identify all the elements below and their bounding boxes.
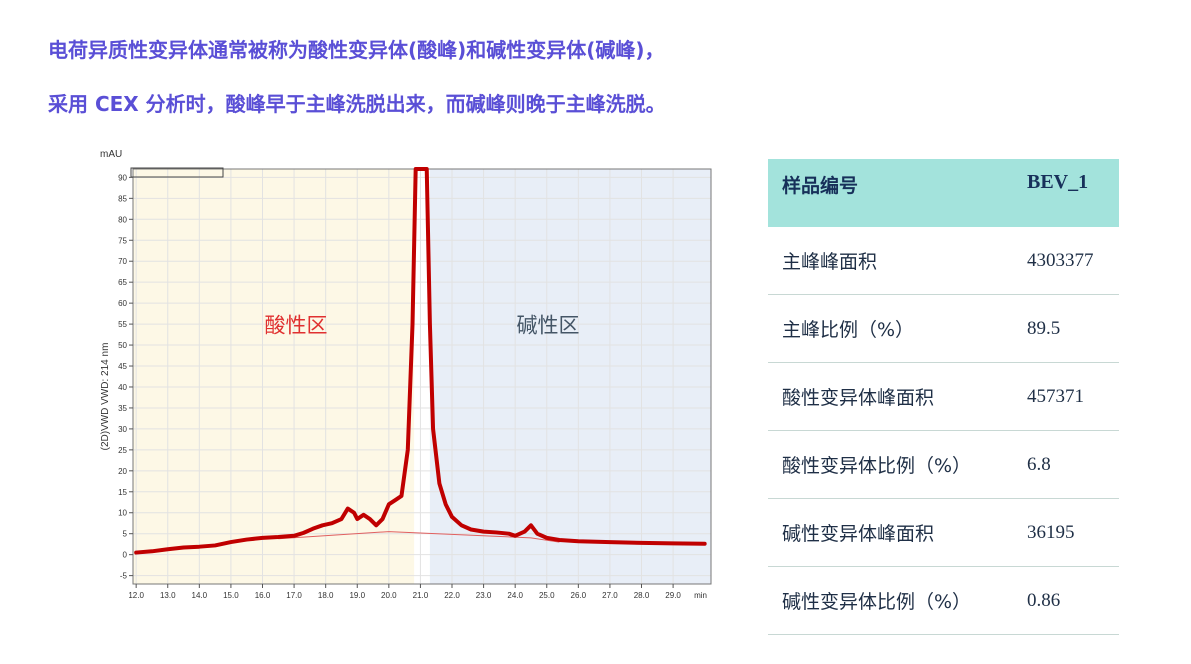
y-tick-label: 90 <box>118 173 127 182</box>
region-label-1: 碱性区 <box>516 313 579 337</box>
region-label-0: 酸性区 <box>265 313 328 337</box>
x-tick-label: 14.0 <box>192 591 208 600</box>
region-band-0 <box>133 169 415 584</box>
x-tick-label: 13.0 <box>160 591 176 600</box>
heading-line-2: 采用 CEX 分析时，酸峰早于主峰洗脱出来，而碱峰则晚于主峰洗脱。 <box>48 92 666 116</box>
x-tick-label: 22.0 <box>444 591 460 600</box>
row-value: 4303377 <box>1027 249 1094 271</box>
integration-baseline <box>278 531 560 543</box>
y-tick-label: 35 <box>118 404 127 413</box>
row-label: 酸性变异体峰面积 <box>782 387 935 409</box>
table-row: 碱性变异体比例（%） 0.86 <box>768 567 1119 635</box>
x-tick-label: 29.0 <box>665 591 681 600</box>
y-tick-label: 70 <box>118 257 127 266</box>
x-tick-label: 18.0 <box>318 591 334 600</box>
x-tick-label: 21.0 <box>413 591 429 600</box>
y-tick-label: 20 <box>118 467 127 476</box>
row-label: 酸性变异体比例（%） <box>782 455 972 477</box>
y-tick-label: -5 <box>120 572 128 581</box>
y-tick-label: 55 <box>118 320 127 329</box>
heading-line-1: 电荷异质性变异体通常被称为酸性变异体(酸峰)和碱性变异体(碱峰)， <box>48 38 665 62</box>
row-value: 0.86 <box>1027 589 1061 611</box>
x-tick-label: 25.0 <box>539 591 555 600</box>
x-axis-label: min <box>694 591 707 600</box>
row-label: 主峰峰面积 <box>782 251 878 273</box>
y-tick-label: 45 <box>118 362 127 371</box>
row-value: 89.5 <box>1027 317 1061 339</box>
x-tick-label: 27.0 <box>602 591 618 600</box>
table-row: 主峰比例（%） 89.5 <box>768 295 1119 363</box>
row-value: 6.8 <box>1027 453 1051 475</box>
x-tick-label: 23.0 <box>476 591 492 600</box>
table-header-value: BEV_1 <box>1027 171 1089 193</box>
x-tick-label: 12.0 <box>128 591 144 600</box>
y-tick-label: 80 <box>118 215 127 224</box>
x-tick-label: 20.0 <box>381 591 397 600</box>
y-tick-label: 0 <box>123 551 128 560</box>
y-tick-label: 65 <box>118 278 127 287</box>
y-tick-label: 50 <box>118 341 127 350</box>
row-label: 主峰比例（%） <box>782 319 915 341</box>
table-row: 酸性变异体比例（%） 6.8 <box>768 431 1119 499</box>
table-row: 碱性变异体峰面积 36195 <box>768 499 1119 567</box>
table-header-label: 样品编号 <box>782 175 859 197</box>
y-tick-label: 5 <box>123 530 128 539</box>
y-tick-label: 60 <box>118 299 127 308</box>
y-axis-label: (2D)VWD VWD: 214 nm <box>100 343 111 451</box>
series-line-0 <box>134 167 707 555</box>
row-value: 457371 <box>1027 385 1084 407</box>
table-header-row: 样品编号 BEV_1 <box>768 159 1119 227</box>
y-tick-label: 40 <box>118 383 127 392</box>
y-tick-label: 15 <box>118 488 127 497</box>
results-table: 样品编号 BEV_1 主峰峰面积 4303377 主峰比例（%） 89.5 酸性… <box>768 159 1119 635</box>
table-row: 酸性变异体峰面积 457371 <box>768 363 1119 431</box>
y-tick-label: 25 <box>118 446 127 455</box>
y-unit-label: mAU <box>100 149 122 160</box>
x-tick-label: 15.0 <box>223 591 239 600</box>
y-tick-label: 30 <box>118 425 127 434</box>
x-tick-label: 24.0 <box>507 591 523 600</box>
x-tick-label: 19.0 <box>349 591 365 600</box>
chromatogram-svg: -5 0 5 10 15 20 25 30 35 40 45 50 55 60 65 70 75 80 85 90 12… <box>100 149 712 600</box>
y-tick-label: 75 <box>118 236 127 245</box>
x-tick-label: 28.0 <box>634 591 650 600</box>
x-tick-label: 17.0 <box>286 591 302 600</box>
y-tick-label: 85 <box>118 194 127 203</box>
legend-box <box>130 167 224 178</box>
row-value: 36195 <box>1027 521 1075 543</box>
page-heading: 电荷异质性变异体通常被称为酸性变异体(酸峰)和碱性变异体(碱峰)， 采用 CEX… <box>48 40 666 114</box>
y-tick-label: 10 <box>118 509 127 518</box>
region-band-1 <box>429 169 711 584</box>
chromatogram-chart: -5 0 5 10 15 20 25 30 35 40 45 50 55 60 65 70 75 80 85 90 12… <box>88 145 718 605</box>
table-row: 主峰峰面积 4303377 <box>768 227 1119 295</box>
row-label: 碱性变异体峰面积 <box>782 523 935 545</box>
x-tick-label: 16.0 <box>255 591 271 600</box>
row-label: 碱性变异体比例（%） <box>782 591 972 613</box>
x-tick-label: 26.0 <box>571 591 587 600</box>
